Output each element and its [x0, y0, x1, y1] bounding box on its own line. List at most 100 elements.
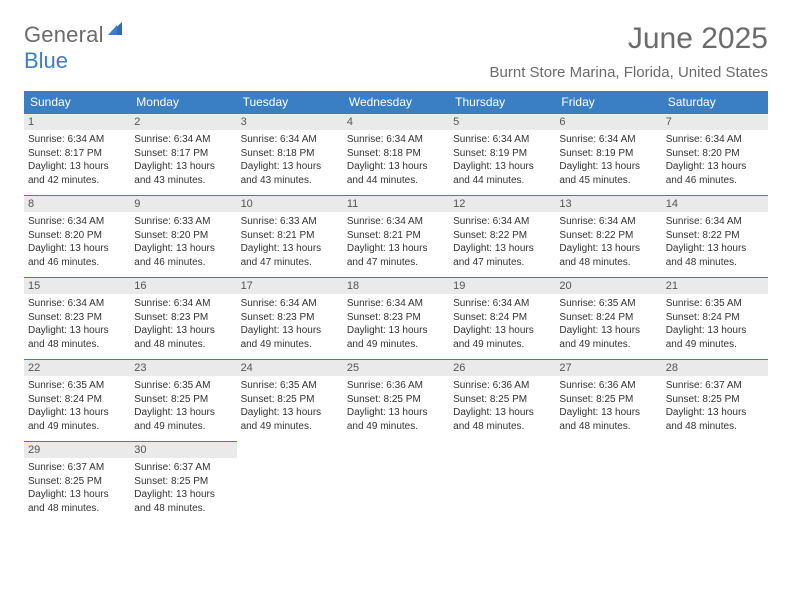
day-details: Sunrise: 6:35 AMSunset: 8:24 PMDaylight:… — [28, 379, 126, 433]
daylight-text: and 49 minutes. — [241, 338, 339, 352]
day-number-bar: 2 — [130, 114, 236, 130]
day-cell: 9Sunrise: 6:33 AMSunset: 8:20 PMDaylight… — [130, 195, 236, 277]
daylight-text: Daylight: 13 hours — [28, 406, 126, 420]
day-number: 25 — [347, 362, 445, 374]
daylight-text: Daylight: 13 hours — [559, 406, 657, 420]
day-details: Sunrise: 6:36 AMSunset: 8:25 PMDaylight:… — [347, 379, 445, 433]
sunrise-text: Sunrise: 6:34 AM — [28, 215, 126, 229]
daylight-text: and 46 minutes. — [134, 256, 232, 270]
day-number-bar: 17 — [237, 278, 343, 294]
daylight-text: Daylight: 13 hours — [666, 324, 764, 338]
day-cell: 7Sunrise: 6:34 AMSunset: 8:20 PMDaylight… — [662, 113, 768, 195]
day-details: Sunrise: 6:34 AMSunset: 8:18 PMDaylight:… — [241, 133, 339, 187]
day-number-bar: 8 — [24, 196, 130, 212]
sunset-text: Sunset: 8:18 PM — [347, 147, 445, 161]
daylight-text: and 44 minutes. — [347, 174, 445, 188]
sunrise-text: Sunrise: 6:34 AM — [666, 215, 764, 229]
day-number: 27 — [559, 362, 657, 374]
sunset-text: Sunset: 8:21 PM — [241, 229, 339, 243]
sunset-text: Sunset: 8:25 PM — [134, 393, 232, 407]
sunrise-text: Sunrise: 6:34 AM — [453, 297, 551, 311]
day-number: 22 — [28, 362, 126, 374]
day-number: 18 — [347, 280, 445, 292]
day-number: 2 — [134, 116, 232, 128]
week-row: 1Sunrise: 6:34 AMSunset: 8:17 PMDaylight… — [24, 113, 768, 195]
sunrise-text: Sunrise: 6:37 AM — [134, 461, 232, 475]
day-details: Sunrise: 6:34 AMSunset: 8:19 PMDaylight:… — [559, 133, 657, 187]
day-number-bar: 15 — [24, 278, 130, 294]
calendar: SundayMondayTuesdayWednesdayThursdayFrid… — [24, 91, 768, 523]
day-cell: 22 Sunrise: 6:35 AMSunset: 8:24 PMDayligh… — [24, 359, 130, 441]
day-number: 6 — [559, 116, 657, 128]
day-header: Tuesday — [237, 91, 343, 113]
day-number: 28 — [666, 362, 764, 374]
day-details: Sunrise: 6:33 AMSunset: 8:20 PMDaylight:… — [134, 215, 232, 269]
daylight-text: and 43 minutes. — [241, 174, 339, 188]
sunrise-text: Sunrise: 6:34 AM — [28, 133, 126, 147]
day-details: Sunrise: 6:34 AMSunset: 8:22 PMDaylight:… — [559, 215, 657, 269]
daylight-text: and 43 minutes. — [134, 174, 232, 188]
day-number-bar: 24 — [237, 360, 343, 376]
sunset-text: Sunset: 8:25 PM — [241, 393, 339, 407]
daylight-text: Daylight: 13 hours — [134, 488, 232, 502]
sunset-text: Sunset: 8:19 PM — [453, 147, 551, 161]
day-cell: 13Sunrise: 6:34 AMSunset: 8:22 PMDayligh… — [555, 195, 661, 277]
daylight-text: and 48 minutes. — [666, 420, 764, 434]
sunset-text: Sunset: 8:20 PM — [666, 147, 764, 161]
sunset-text: Sunset: 8:23 PM — [347, 311, 445, 325]
day-header-row: SundayMondayTuesdayWednesdayThursdayFrid… — [24, 91, 768, 113]
day-number: 1 — [28, 116, 126, 128]
day-number-bar: 19 — [449, 278, 555, 294]
day-number: 15 — [28, 280, 126, 292]
day-details: Sunrise: 6:34 AMSunset: 8:24 PMDaylight:… — [453, 297, 551, 351]
daylight-text: Daylight: 13 hours — [666, 160, 764, 174]
empty-cell — [343, 441, 449, 523]
daylight-text: and 48 minutes. — [559, 420, 657, 434]
day-details: Sunrise: 6:35 AMSunset: 8:25 PMDaylight:… — [241, 379, 339, 433]
day-details: Sunrise: 6:35 AMSunset: 8:25 PMDaylight:… — [134, 379, 232, 433]
daylight-text: Daylight: 13 hours — [347, 242, 445, 256]
sunrise-text: Sunrise: 6:35 AM — [134, 379, 232, 393]
daylight-text: and 47 minutes. — [241, 256, 339, 270]
sunrise-text: Sunrise: 6:34 AM — [134, 297, 232, 311]
sunset-text: Sunset: 8:23 PM — [28, 311, 126, 325]
day-cell: 6 Sunrise: 6:34 AMSunset: 8:19 PMDaylight… — [555, 113, 661, 195]
day-details: Sunrise: 6:34 AMSunset: 8:18 PMDaylight:… — [347, 133, 445, 187]
day-details: Sunrise: 6:34 AMSunset: 8:22 PMDaylight:… — [666, 215, 764, 269]
sunset-text: Sunset: 8:17 PM — [134, 147, 232, 161]
daylight-text: and 48 minutes. — [453, 420, 551, 434]
sunset-text: Sunset: 8:23 PM — [134, 311, 232, 325]
sunrise-text: Sunrise: 6:35 AM — [559, 297, 657, 311]
daylight-text: Daylight: 13 hours — [134, 160, 232, 174]
sunrise-text: Sunrise: 6:34 AM — [453, 215, 551, 229]
month-title: June 2025 — [490, 22, 768, 56]
day-details: Sunrise: 6:33 AMSunset: 8:21 PMDaylight:… — [241, 215, 339, 269]
day-cell: 28Sunrise: 6:37 AMSunset: 8:25 PMDayligh… — [662, 359, 768, 441]
sunrise-text: Sunrise: 6:34 AM — [347, 133, 445, 147]
sunset-text: Sunset: 8:25 PM — [453, 393, 551, 407]
empty-cell — [449, 441, 555, 523]
sunrise-text: Sunrise: 6:34 AM — [559, 215, 657, 229]
empty-cell — [555, 441, 661, 523]
sunset-text: Sunset: 8:25 PM — [559, 393, 657, 407]
daylight-text: and 49 minutes. — [347, 338, 445, 352]
daylight-text: Daylight: 13 hours — [28, 324, 126, 338]
day-details: Sunrise: 6:36 AMSunset: 8:25 PMDaylight:… — [453, 379, 551, 433]
sunrise-text: Sunrise: 6:34 AM — [134, 133, 232, 147]
day-cell: 17Sunrise: 6:34 AMSunset: 8:23 PMDayligh… — [237, 277, 343, 359]
day-number-bar: 27 — [555, 360, 661, 376]
daylight-text: and 48 minutes. — [559, 256, 657, 270]
daylight-text: and 48 minutes. — [666, 256, 764, 270]
sunset-text: Sunset: 8:19 PM — [559, 147, 657, 161]
day-details: Sunrise: 6:35 AMSunset: 8:24 PMDaylight:… — [666, 297, 764, 351]
daylight-text: Daylight: 13 hours — [453, 242, 551, 256]
sunset-text: Sunset: 8:24 PM — [28, 393, 126, 407]
day-details: Sunrise: 6:34 AMSunset: 8:22 PMDaylight:… — [453, 215, 551, 269]
day-number-bar: 11 — [343, 196, 449, 212]
day-details: Sunrise: 6:35 AMSunset: 8:24 PMDaylight:… — [559, 297, 657, 351]
daylight-text: Daylight: 13 hours — [241, 242, 339, 256]
day-number-bar: 3 — [237, 114, 343, 130]
daylight-text: Daylight: 13 hours — [134, 324, 232, 338]
day-number: 5 — [453, 116, 551, 128]
day-number-bar: 28 — [662, 360, 768, 376]
